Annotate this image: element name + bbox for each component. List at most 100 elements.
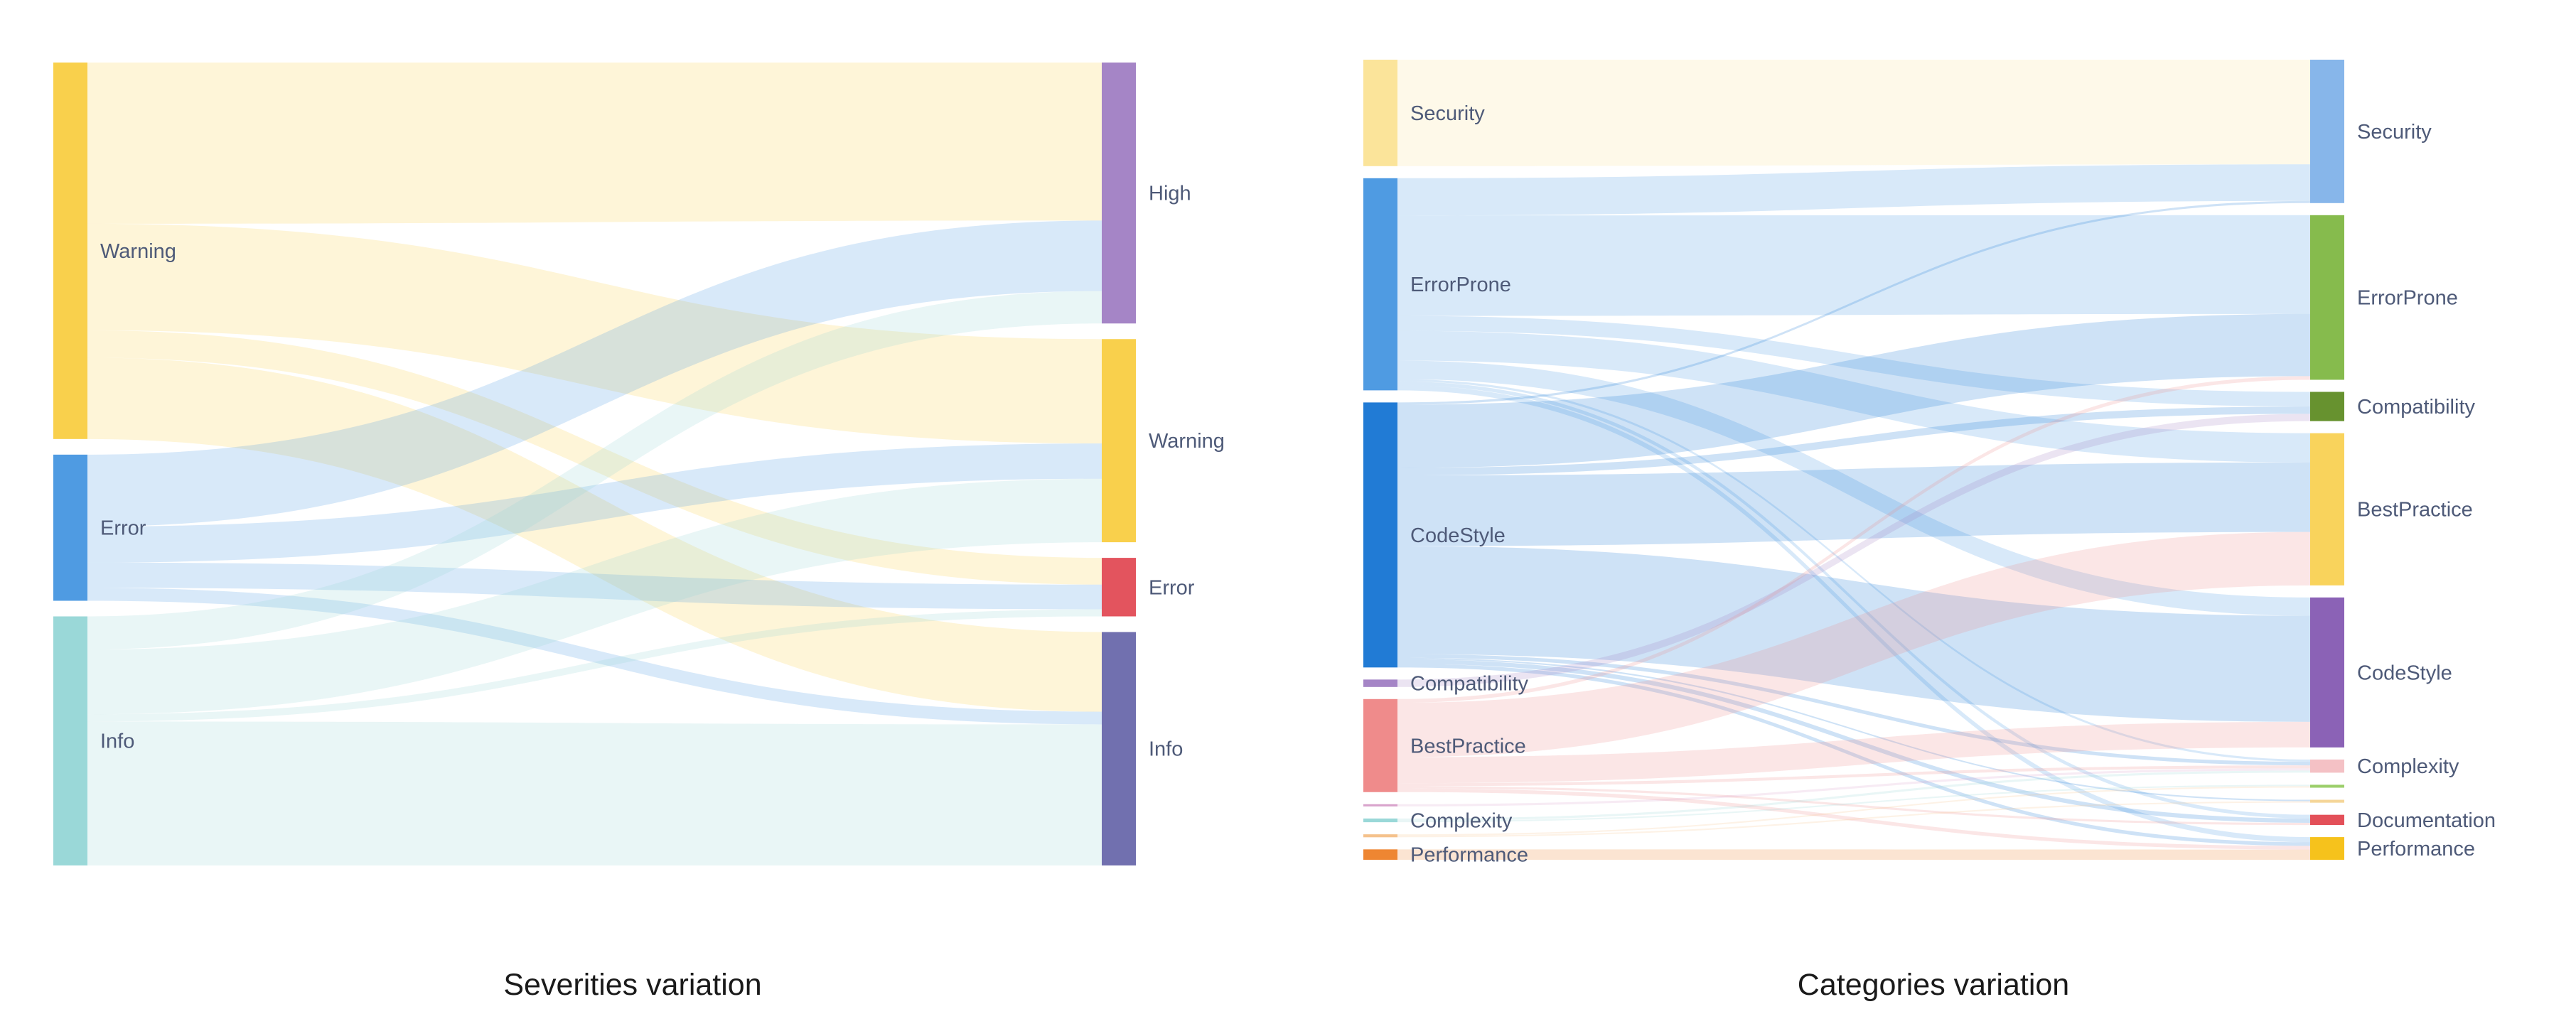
severities-target-label-warning: Warning: [1149, 430, 1225, 453]
categories-target-label-documentation: Documentation: [2357, 809, 2496, 832]
categories-link-errorprone-to-security: [1397, 164, 2310, 216]
severities-nodes: [53, 63, 1136, 865]
categories-links: [1397, 60, 2310, 860]
categories-link-codestyle-to-bestpractice: [1397, 462, 2310, 546]
categories-link-codestyle-to-compat: [1397, 406, 2310, 476]
categories-link-bestpractice-to-errorprone: [1397, 376, 2310, 703]
severities-source-label-error: Error: [100, 517, 146, 540]
categories-target-node-codestyle: [2310, 597, 2344, 748]
categories-target-label-complexity: Complexity: [2357, 755, 2459, 778]
categories-link-codestyle-to-complexity: [1397, 654, 2310, 766]
categories-source-label-compatibility: Compatibility: [1410, 673, 1528, 696]
categories-target-node-bestpractice: [2310, 433, 2344, 586]
categories-source-node-errorprone: [1363, 178, 1397, 391]
severities-link-info-to-warning: [87, 478, 1102, 715]
categories-target-label-codestyle: CodeStyle: [2357, 662, 2452, 684]
categories-link-codestyle-to-unlabeled2: [1397, 657, 2310, 802]
severities-target-node-warning: [1102, 339, 1136, 543]
categories-source-node-s-unlabeled1: [1363, 804, 1397, 806]
categories-target-label-performance: Performance: [2357, 838, 2475, 860]
categories-link-security-to-security: [1397, 60, 2310, 166]
categories-link-codestyle-to-security: [1397, 200, 2310, 405]
categories-target-node-t-unlabeled2: [2310, 799, 2344, 803]
severities-source-node-info: [53, 616, 87, 865]
categories-source-node-performance: [1363, 849, 1397, 860]
severities-source-node-error: [53, 454, 87, 601]
categories-source-label-security: Security: [1410, 102, 1485, 125]
severities-link-warning-to-error: [87, 330, 1102, 585]
categories-link-unlabeled2-to-unlabeled1: [1397, 786, 2310, 836]
categories-target-label-bestpractice: BestPractice: [2357, 499, 2473, 522]
categories-link-errorprone-to-errorprone: [1397, 215, 2310, 316]
categories-target-node-complexity: [2310, 759, 2344, 773]
categories-target-label-security: Security: [2357, 121, 2432, 144]
categories-source-node-complexity: [1363, 818, 1397, 823]
categories-node-labels: Security ErrorProne CodeStyle Compatibility…: [1410, 102, 2496, 867]
categories-link-errorprone-to-codestyle: [1397, 360, 2310, 616]
severities-link-error-to-info: [87, 588, 1102, 725]
categories-link-codestyle-to-performance: [1397, 664, 2310, 846]
categories-link-performance-to-performance: [1397, 849, 2310, 860]
severities-target-node-info: [1102, 632, 1136, 865]
categories-source-node-bestpractice: [1363, 698, 1397, 792]
categories-link-unlabeled2-to-unlabeled2: [1397, 801, 2310, 838]
severities-source-label-info: Info: [100, 730, 134, 753]
categories-link-errorprone-to-compat: [1397, 315, 2310, 407]
categories-source-node-compatibility: [1363, 679, 1397, 687]
severities-link-warning-to-warning: [87, 223, 1102, 444]
severities-source-label-warning: Warning: [100, 240, 176, 263]
severities-source-node-warning: [53, 63, 87, 439]
categories-source-label-bestpractice: BestPractice: [1410, 735, 1526, 757]
severities-caption: Severities variation: [503, 968, 761, 1002]
categories-source-node-s-unlabeled2: [1363, 834, 1397, 838]
categories-source-node-security: [1363, 60, 1397, 166]
severities-target-node-error: [1102, 558, 1136, 617]
categories-target-node-errorprone: [2310, 215, 2344, 380]
categories-target-label-compatibility: Compatibility: [2357, 396, 2475, 419]
categories-link-complexity-to-complexity: [1397, 770, 2310, 821]
categories-source-label-performance: Performance: [1410, 844, 1528, 867]
severities-link-info-to-high: [87, 291, 1102, 650]
severities-link-info-to-error: [87, 609, 1102, 722]
severities-links: [87, 63, 1102, 865]
categories-link-codestyle-to-codestyle: [1397, 546, 2310, 722]
severities-link-warning-to-high: [87, 63, 1102, 224]
categories-source-label-complexity: Complexity: [1410, 810, 1513, 833]
categories-link-bestpractice-to-performance: [1397, 788, 2310, 850]
categories-target-node-documentation: [2310, 814, 2344, 826]
severities-target-label-error: Error: [1149, 576, 1195, 599]
categories-target-node-performance: [2310, 837, 2344, 860]
categories-link-bestpractice-to-documentation: [1397, 786, 2310, 826]
categories-link-errorprone-to-complexity: [1397, 379, 2310, 762]
severities-target-node-high: [1102, 63, 1136, 324]
categories-source-node-codestyle: [1363, 402, 1397, 668]
categories-target-label-errorprone: ErrorProne: [2357, 287, 2458, 310]
categories-link-errorprone-to-performance: [1397, 385, 2310, 843]
severities-sankey-panel: Warning Error Info High Warning Error Info Sev…: [53, 63, 1225, 1002]
categories-link-codestyle-to-errorprone: [1397, 313, 2310, 468]
categories-source-label-errorprone: ErrorProne: [1410, 274, 1511, 296]
severities-link-warning-to-info: [87, 357, 1102, 712]
severities-link-error-to-warning: [87, 443, 1102, 563]
categories-target-node-security: [2310, 60, 2344, 203]
categories-link-complexity-to-unlabeled1: [1397, 784, 2310, 823]
categories-link-bestpractice-to-bestpractice: [1397, 532, 2310, 757]
categories-target-node-compatibility: [2310, 392, 2344, 421]
severities-target-label-info: Info: [1149, 738, 1183, 761]
severities-target-label-high: High: [1149, 183, 1191, 205]
severities-link-error-to-high: [87, 220, 1102, 527]
categories-sankey-panel: Security ErrorProne CodeStyle Compatibility…: [1363, 60, 2496, 1002]
categories-source-label-codestyle: CodeStyle: [1410, 524, 1506, 547]
categories-link-errorprone-to-bestpractice: [1397, 330, 2310, 463]
severities-link-info-to-info: [87, 721, 1102, 865]
categories-nodes: [1363, 60, 2344, 860]
categories-target-node-t-unlabeled1: [2310, 784, 2344, 788]
categories-caption: Categories variation: [1798, 968, 2069, 1002]
categories-link-unlabeled1-to-complexity: [1397, 768, 2310, 806]
severities-link-error-to-error: [87, 562, 1102, 610]
categories-link-bestpractice-to-complexity: [1397, 765, 2310, 787]
categories-link-compat-to-compat: [1397, 414, 2310, 687]
categories-link-bestpractice-to-codestyle: [1397, 721, 2310, 784]
categories-link-codestyle-to-documentation: [1397, 659, 2310, 823]
